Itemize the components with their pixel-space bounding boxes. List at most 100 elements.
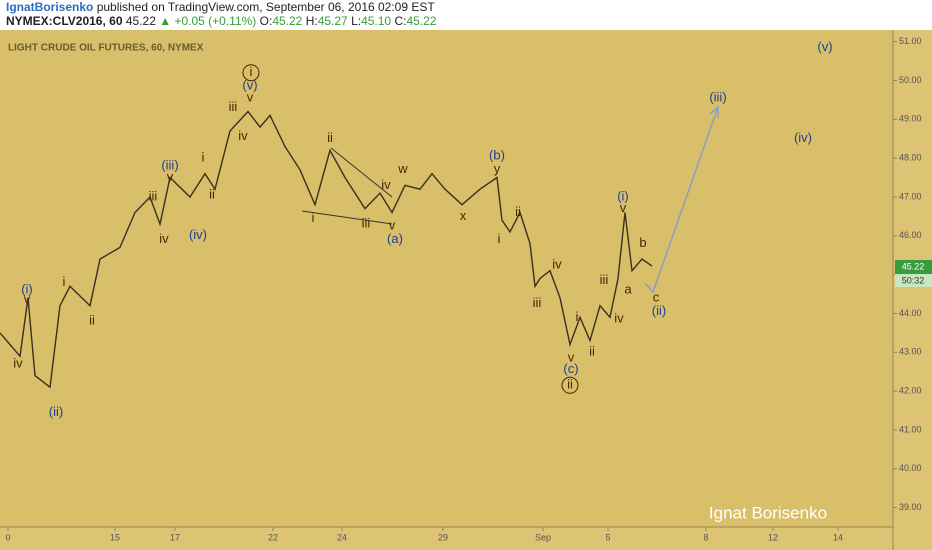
triangle-line (301, 210, 393, 225)
wave-label: (v) (242, 78, 257, 93)
price-line (0, 110, 653, 389)
h-label: H: (306, 14, 318, 28)
wave-label: y (494, 161, 501, 176)
wave-label: c (653, 289, 660, 304)
wave-label: ii (209, 186, 215, 201)
wave-label: i (312, 210, 315, 225)
wave-label: (i) (617, 188, 629, 203)
projection-arrow (652, 106, 719, 293)
wave-label: (ii) (49, 404, 63, 419)
wave-circle (242, 64, 260, 82)
wave-label: iii (600, 272, 609, 287)
y-tick-label: 41.00 (899, 424, 922, 434)
wave-label: i (202, 150, 205, 165)
y-tick-label: 49.00 (899, 114, 922, 124)
y-tick-label: 40.00 (899, 463, 922, 473)
wave-label: (v) (817, 39, 832, 54)
triangle-line (330, 147, 393, 198)
wave-label: i (576, 309, 579, 324)
chart-title: LIGHT CRUDE OIL FUTURES, 60, NYMEX (8, 43, 204, 54)
wave-label: v (568, 350, 575, 365)
y-tick-label: 48.00 (899, 153, 922, 163)
timer-badge: 50:32 (902, 275, 925, 285)
y-tick-label: 47.00 (899, 191, 922, 201)
x-tick-label: 29 (438, 532, 448, 542)
close: 45.22 (406, 14, 436, 28)
wave-label: w (397, 161, 408, 176)
high: 45.27 (318, 14, 348, 28)
watermark: Ignat Borisenko (709, 503, 827, 522)
wave-label: b (639, 235, 646, 250)
arrow-head (709, 105, 719, 118)
header-line2: NYMEX:CLV2016, 60 45.22 ▲ +0.05 (+0.11%)… (6, 14, 437, 28)
x-tick-label: 22 (268, 532, 278, 542)
header-bg (0, 0, 932, 30)
wave-label: iv (159, 231, 169, 246)
last: 45.22 (126, 14, 156, 28)
x-tick-label: 14 (833, 532, 843, 542)
wave-label: (b) (489, 148, 505, 163)
wave-label: (ii) (652, 303, 666, 318)
x-tick-label: 24 (337, 532, 347, 542)
y-axis-bg (893, 30, 932, 550)
symbol: NYMEX:CLV2016, 60 (6, 14, 123, 28)
wave-label: ii (567, 377, 573, 392)
wave-circle (561, 376, 579, 394)
wave-label: ii (89, 313, 95, 328)
wave-label: v (167, 169, 174, 184)
change: +0.05 (+0.11%) (174, 14, 256, 28)
wave-label: v (389, 218, 396, 233)
o-label: O: (260, 14, 273, 28)
wave-label: v (24, 291, 31, 306)
y-tick-label: 43.00 (899, 347, 922, 357)
wave-label: a (624, 282, 632, 297)
y-tick-label: 51.00 (899, 36, 922, 46)
wave-label: i (63, 274, 66, 289)
wave-label: (iii) (161, 157, 178, 172)
x-tick-label: 12 (768, 532, 778, 542)
plot-bg (0, 30, 893, 527)
wave-label: (a) (387, 231, 403, 246)
open: 45.22 (272, 14, 302, 28)
wave-label: iii (362, 216, 371, 231)
wave-label: iii (229, 99, 238, 114)
x-tick-label: 15 (110, 532, 120, 542)
x-axis-bg (0, 527, 893, 550)
wave-label: v (247, 89, 254, 104)
x-tick-label: Sep (535, 532, 551, 542)
x-tick-label: 0 (5, 532, 10, 542)
wave-label: v (620, 200, 627, 215)
l-label: L: (351, 14, 361, 28)
wave-label: iv (552, 256, 562, 271)
wave-label: (iii) (709, 89, 726, 104)
wave-label: ii (327, 130, 333, 145)
wave-label: ii (515, 204, 521, 219)
wave-label: x (460, 208, 467, 223)
wave-label: iii (149, 188, 158, 203)
y-tick-label: 42.00 (899, 385, 922, 395)
low: 45.10 (361, 14, 391, 28)
c-label: C: (394, 14, 406, 28)
wave-label: iv (13, 355, 23, 370)
wave-label: iv (238, 128, 248, 143)
wave-label: iv (614, 311, 624, 326)
x-tick-label: 5 (605, 532, 610, 542)
wave-label: (c) (563, 361, 578, 376)
y-tick-label: 46.00 (899, 230, 922, 240)
wave-label: iii (533, 295, 542, 310)
wave-label: (iv) (794, 130, 812, 145)
wave-label: (iv) (189, 227, 207, 242)
y-tick-label: 44.00 (899, 308, 922, 318)
wave-label: i (498, 231, 501, 246)
arrow-head (644, 280, 658, 294)
x-tick-label: 17 (170, 532, 180, 542)
price-badge: 45.22 (902, 261, 925, 271)
wave-label: iv (381, 177, 391, 192)
price-badge-bg (895, 260, 932, 274)
timer-badge-bg (895, 274, 932, 287)
y-tick-label: 39.00 (899, 502, 922, 512)
wave-label: i (250, 64, 253, 79)
author[interactable]: IgnatBorisenko (6, 0, 93, 14)
published: published on TradingView.com, September … (97, 0, 436, 14)
